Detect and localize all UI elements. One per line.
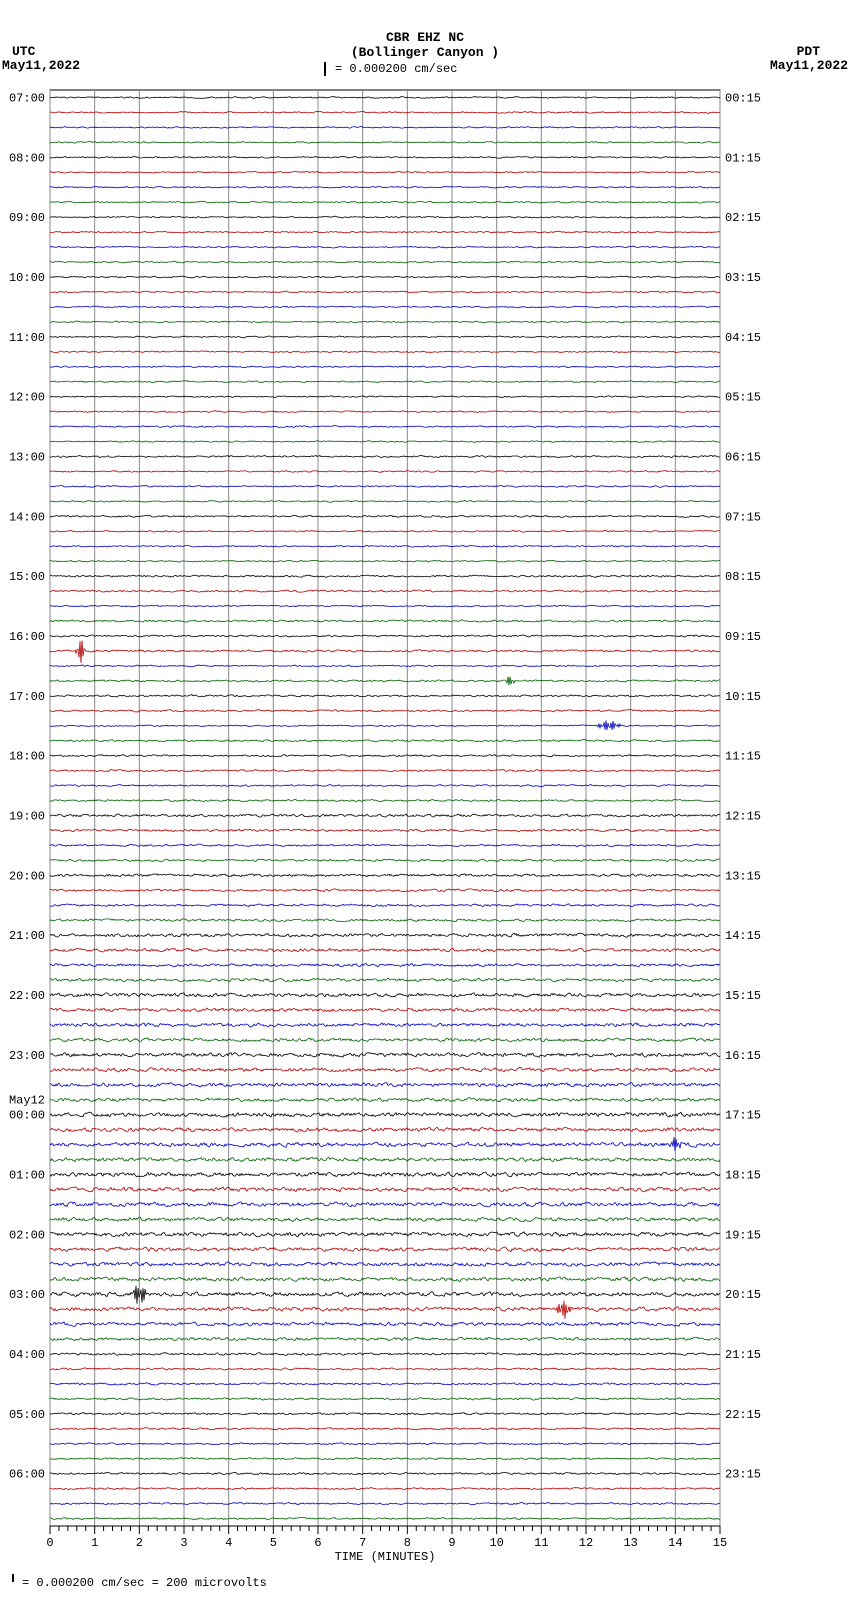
svg-text:19:15: 19:15 — [725, 1228, 761, 1242]
svg-text:10: 10 — [489, 1536, 503, 1550]
footer-scale-text: = 0.000200 cm/sec = 200 microvolts — [22, 1576, 267, 1590]
svg-text:11: 11 — [534, 1536, 548, 1550]
svg-text:09:00: 09:00 — [9, 211, 45, 225]
svg-text:15:00: 15:00 — [9, 570, 45, 584]
svg-text:17:00: 17:00 — [9, 690, 45, 704]
svg-text:15: 15 — [713, 1536, 727, 1550]
svg-text:03:00: 03:00 — [9, 1288, 45, 1302]
svg-text:08:00: 08:00 — [9, 151, 45, 165]
svg-text:07:00: 07:00 — [9, 91, 45, 105]
svg-text:18:00: 18:00 — [9, 750, 45, 764]
svg-text:05:15: 05:15 — [725, 391, 761, 405]
svg-text:07:15: 07:15 — [725, 510, 761, 524]
svg-text:13: 13 — [623, 1536, 637, 1550]
svg-text:10:00: 10:00 — [9, 271, 45, 285]
svg-text:0: 0 — [46, 1536, 53, 1550]
svg-text:8: 8 — [404, 1536, 411, 1550]
svg-text:5: 5 — [270, 1536, 277, 1550]
svg-text:16:15: 16:15 — [725, 1049, 761, 1063]
svg-text:03:15: 03:15 — [725, 271, 761, 285]
svg-text:23:15: 23:15 — [725, 1468, 761, 1482]
svg-text:00:00: 00:00 — [9, 1109, 45, 1123]
svg-text:20:15: 20:15 — [725, 1288, 761, 1302]
svg-text:May12: May12 — [9, 1094, 45, 1108]
svg-text:01:00: 01:00 — [9, 1168, 45, 1182]
svg-text:14:00: 14:00 — [9, 510, 45, 524]
svg-text:05:00: 05:00 — [9, 1408, 45, 1422]
svg-text:3: 3 — [180, 1536, 187, 1550]
svg-text:09:15: 09:15 — [725, 630, 761, 644]
svg-text:22:15: 22:15 — [725, 1408, 761, 1422]
svg-text:04:00: 04:00 — [9, 1348, 45, 1362]
svg-text:13:15: 13:15 — [725, 869, 761, 883]
svg-text:12: 12 — [579, 1536, 593, 1550]
svg-text:15:15: 15:15 — [725, 989, 761, 1003]
seismogram-plot: 0123456789101112131415TIME (MINUTES)07:0… — [0, 0, 850, 1613]
svg-text:9: 9 — [448, 1536, 455, 1550]
svg-text:1: 1 — [91, 1536, 98, 1550]
svg-text:6: 6 — [314, 1536, 321, 1550]
svg-text:23:00: 23:00 — [9, 1049, 45, 1063]
svg-text:11:00: 11:00 — [9, 331, 45, 345]
svg-text:01:15: 01:15 — [725, 151, 761, 165]
svg-text:14:15: 14:15 — [725, 929, 761, 943]
seismogram-container: CBR EHZ NC (Bollinger Canyon ) = 0.00020… — [0, 0, 850, 1613]
svg-text:14: 14 — [668, 1536, 682, 1550]
svg-text:11:15: 11:15 — [725, 750, 761, 764]
svg-text:10:15: 10:15 — [725, 690, 761, 704]
footer-bar-icon — [12, 1574, 14, 1582]
svg-text:20:00: 20:00 — [9, 869, 45, 883]
svg-text:12:00: 12:00 — [9, 391, 45, 405]
svg-text:4: 4 — [225, 1536, 232, 1550]
svg-text:12:15: 12:15 — [725, 809, 761, 823]
svg-text:19:00: 19:00 — [9, 809, 45, 823]
svg-text:7: 7 — [359, 1536, 366, 1550]
svg-text:2: 2 — [136, 1536, 143, 1550]
svg-text:02:15: 02:15 — [725, 211, 761, 225]
svg-text:TIME (MINUTES): TIME (MINUTES) — [335, 1550, 436, 1564]
svg-text:16:00: 16:00 — [9, 630, 45, 644]
svg-text:00:15: 00:15 — [725, 91, 761, 105]
svg-text:18:15: 18:15 — [725, 1168, 761, 1182]
svg-text:04:15: 04:15 — [725, 331, 761, 345]
svg-text:13:00: 13:00 — [9, 450, 45, 464]
svg-text:06:00: 06:00 — [9, 1468, 45, 1482]
svg-text:17:15: 17:15 — [725, 1109, 761, 1123]
svg-text:22:00: 22:00 — [9, 989, 45, 1003]
svg-text:21:00: 21:00 — [9, 929, 45, 943]
svg-text:06:15: 06:15 — [725, 450, 761, 464]
svg-text:08:15: 08:15 — [725, 570, 761, 584]
svg-text:21:15: 21:15 — [725, 1348, 761, 1362]
svg-text:02:00: 02:00 — [9, 1228, 45, 1242]
